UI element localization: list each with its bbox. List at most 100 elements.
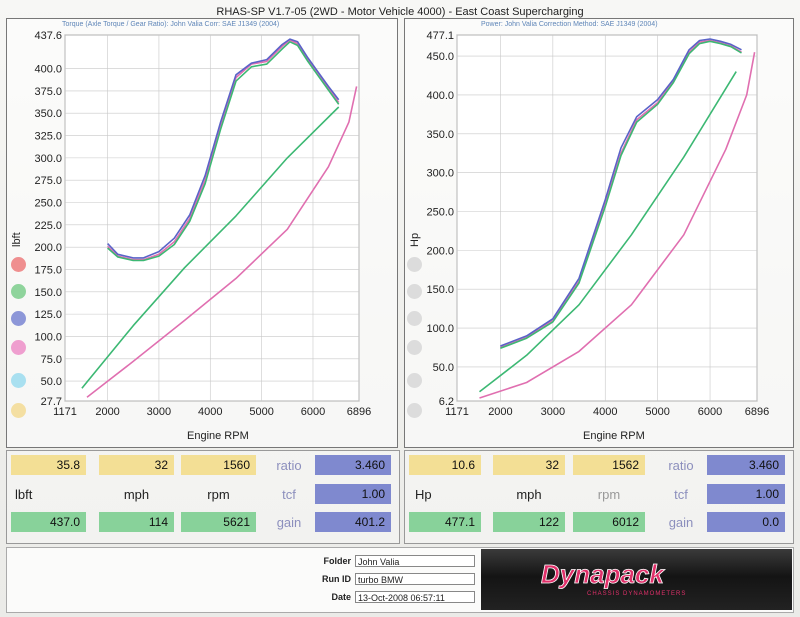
power-x-tick-label: 3000	[541, 406, 565, 418]
run-color-dot-faded-6	[407, 403, 422, 418]
torque-y-tick-label: 225.0	[34, 220, 62, 232]
run-color-dot-pink	[11, 340, 26, 355]
torque-x-tick-label: 2000	[95, 406, 119, 418]
gain-value-right: 0.0	[707, 512, 785, 532]
ratio-label-right: ratio	[668, 458, 694, 473]
torque-y-tick-label: 50.0	[41, 376, 62, 388]
torque-y-tick-label: 437.6	[34, 30, 62, 42]
run-color-dot-faded-2	[407, 284, 422, 299]
report-footer: Folder John Valia Run ID turbo BMW Date …	[6, 547, 794, 613]
power-series-line-5	[479, 52, 756, 399]
power-y-tick-label: 477.1	[426, 30, 454, 42]
torque-y-tick-label: 325.0	[34, 131, 62, 143]
torque-chart-panel: Torque (Axle Torque / Gear Ratio): John …	[6, 18, 398, 448]
torque-y-tick-label: 250.0	[34, 198, 62, 210]
rpm-peak-value: 5621	[181, 512, 256, 532]
torque-x-tick-label: 5000	[249, 406, 273, 418]
power-y-tick-label: 100.0	[426, 323, 454, 335]
svg-text:Dynapack: Dynapack	[541, 559, 665, 589]
unit-hp-label: Hp	[415, 487, 432, 502]
torque-y-tick-label: 275.0	[34, 175, 62, 187]
torque-series-line-5	[86, 86, 358, 398]
power-chart-panel: Power: John Valia Correction Method: SAE…	[404, 18, 794, 448]
date-label: Date	[331, 592, 351, 602]
date-value: 13-Oct-2008 06:57:11	[355, 591, 475, 603]
torque-y-tick-label: 350.0	[34, 108, 62, 120]
tcf-value: 1.00	[315, 484, 391, 504]
rpm-start-value-right: 1562	[573, 455, 645, 475]
power-series-line-2	[500, 38, 742, 347]
torque-plot-area	[64, 34, 360, 402]
power-peak-value: 477.1	[409, 512, 481, 532]
torque-readouts: 35.8 32 1560 ratio 3.460 lbft mph rpm tc…	[6, 450, 400, 544]
folder-label: Folder	[323, 556, 351, 566]
torque-y-tick-label: 100.0	[34, 331, 62, 343]
torque-y-tick-label: 175.0	[34, 264, 62, 276]
power-x-axis-label: Engine RPM	[583, 430, 645, 442]
unit-rpm-label: rpm	[207, 487, 230, 502]
run-color-dot-blue	[11, 311, 26, 326]
torque-series-line-3	[107, 40, 340, 262]
power-y-tick-label: 200.0	[426, 245, 454, 257]
rpm-peak-value-right: 6012	[573, 512, 645, 532]
rpm-start-value: 1560	[181, 455, 256, 475]
power-series-line-3	[500, 40, 742, 350]
speed-start-value: 32	[99, 455, 174, 475]
torque-y-tick-label: 400.0	[34, 64, 62, 76]
power-subtitle: Power: John Valia Correction Method: SAE…	[481, 21, 658, 28]
torque-x-tick-label: 1171	[53, 406, 77, 418]
power-y-tick-label: 450.0	[426, 51, 454, 63]
torque-chart: 1171 2000 3000 4000 5000 6000 6896 437.6 400.0 37…	[34, 30, 371, 418]
torque-y-tick-label: 125.0	[34, 309, 62, 321]
torque-x-tick-label: 6896	[347, 406, 371, 418]
ratio-value-right: 3.460	[707, 455, 785, 475]
gain-label: gain	[276, 515, 302, 530]
unit-rpm-label-right: rpm	[597, 487, 621, 502]
power-y-tick-label: 300.0	[426, 168, 454, 180]
speed-peak-value: 114	[99, 512, 174, 532]
unit-lbft-label: lbft	[15, 487, 33, 502]
power-x-tick-label: 4000	[593, 406, 617, 418]
power-y-tick-label: 150.0	[426, 284, 454, 296]
torque-y-axis-label: lbft	[11, 232, 23, 247]
run-color-dot-faded-4	[407, 340, 422, 355]
torque-x-tick-label: 4000	[198, 406, 222, 418]
power-readouts: 10.6 32 1562 ratio 3.460 Hp mph rpm tcf …	[404, 450, 794, 544]
speed-peak-value-right: 122	[493, 512, 565, 532]
power-start-value: 10.6	[409, 455, 481, 475]
power-chart: 1171 2000 3000 4000 5000 6000 6896 477.1 450.0 40…	[426, 30, 769, 418]
power-series-line-4	[479, 71, 737, 393]
run-id-label: Run ID	[322, 574, 351, 584]
torque-y-tick-label: 27.7	[41, 396, 62, 408]
gain-value: 401.2	[315, 512, 391, 532]
run-color-dot-red	[11, 257, 26, 272]
run-color-dot-faded-5	[407, 373, 422, 388]
torque-y-tick-label: 75.0	[41, 354, 62, 366]
ratio-label: ratio	[276, 458, 302, 473]
torque-y-tick-label: 150.0	[34, 287, 62, 299]
power-y-tick-label: 350.0	[426, 129, 454, 141]
power-y-tick-label: 6.2	[439, 396, 454, 408]
torque-series-line-4	[81, 106, 340, 389]
torque-x-tick-label: 6000	[301, 406, 325, 418]
tcf-value-right: 1.00	[707, 484, 785, 504]
power-x-tick-label: 6000	[698, 406, 722, 418]
torque-y-tick-label: 300.0	[34, 153, 62, 165]
power-y-tick-label: 400.0	[426, 90, 454, 102]
power-y-tick-label: 50.0	[433, 362, 454, 374]
torque-series-line-2	[107, 38, 340, 259]
run-color-dot-yellow	[11, 403, 26, 418]
dynapack-logo: Dynapack CHASSIS DYNAMOMETERS	[481, 549, 792, 610]
unit-mph-label-right: mph	[516, 487, 542, 502]
tcf-label-right: tcf	[674, 487, 688, 502]
tcf-label: tcf	[282, 487, 296, 502]
gain-label-right: gain	[668, 515, 694, 530]
run-color-dot-cyan	[11, 373, 26, 388]
power-x-tick-label: 6896	[745, 406, 769, 418]
torque-y-tick-label: 375.0	[34, 86, 62, 98]
run-color-dot-faded-3	[407, 311, 422, 326]
speed-start-value-right: 32	[493, 455, 565, 475]
torque-peak-value: 437.0	[11, 512, 86, 532]
report-title: RHAS-SP V1.7-05 (2WD - Motor Vehicle 400…	[216, 6, 584, 18]
